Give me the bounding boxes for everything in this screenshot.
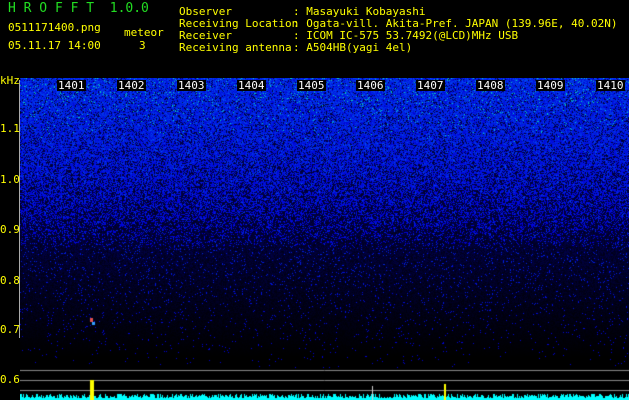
time-tick-label: 1409: [536, 79, 565, 92]
y-tick-label: 0.6: [0, 373, 20, 386]
info-label: Receiving Location: [179, 17, 299, 30]
y-tick-label: 0.8: [0, 274, 20, 287]
y-tick-label: 0.7: [0, 323, 20, 336]
info-value: : Masayuki Kobayashi: [293, 5, 426, 18]
file-name: 0511171400.png: [8, 21, 101, 34]
info-row-location: Receiving Location: Ogata-vill. Akita-Pr…: [179, 18, 618, 30]
info-panel: Observer : Masayuki Kobayashi Receiving L…: [179, 0, 629, 60]
info-value: : A504HB(yagi 4el): [293, 41, 413, 54]
spectrogram: [20, 78, 629, 400]
time-tick-label: 1402: [117, 79, 146, 92]
info-row-antenna: Receiving antenna: A504HB(yagi 4el): [179, 41, 413, 54]
info-value: : ICOM IC-575 53.7492(@LCD)MHz USB: [293, 29, 519, 42]
info-row-receiver: Receiver : ICOM IC-575 53.7492(@LCD)MHz U…: [179, 29, 519, 42]
time-tick-label: 1404: [237, 79, 266, 92]
meteor-count: 3: [139, 39, 146, 52]
y-tick-label: 0.9: [0, 223, 20, 236]
info-label: Receiving antenna: [179, 41, 292, 54]
y-tick-label: 1.1: [0, 122, 20, 135]
time-tick-label: 1405: [297, 79, 326, 92]
info-label: Observer: [179, 5, 232, 18]
file-datetime: 05.11.17 14:00: [8, 39, 101, 52]
meteor-label: meteor: [124, 26, 164, 39]
info-label: Receiver: [179, 29, 232, 42]
info-value: : Ogata-vill. Akita-Pref. JAPAN (139.96E…: [293, 17, 618, 30]
time-tick-label: 1401: [57, 79, 86, 92]
y-unit-label: kHz: [0, 74, 20, 87]
y-tick-label: 1.0: [0, 173, 20, 186]
y-axis-line: [19, 80, 20, 338]
time-tick-label: 1408: [476, 79, 505, 92]
time-tick-label: 1406: [356, 79, 385, 92]
info-row-observer: Observer : Masayuki Kobayashi: [179, 5, 426, 18]
time-tick-label: 1407: [416, 79, 445, 92]
app-title: H R O F F T 1.0.0: [8, 1, 149, 16]
app-version: 1.0.0: [109, 1, 149, 16]
time-tick-label: 1410: [596, 79, 625, 92]
time-tick-label: 1403: [177, 79, 206, 92]
app-name: H R O F F T: [8, 1, 95, 16]
